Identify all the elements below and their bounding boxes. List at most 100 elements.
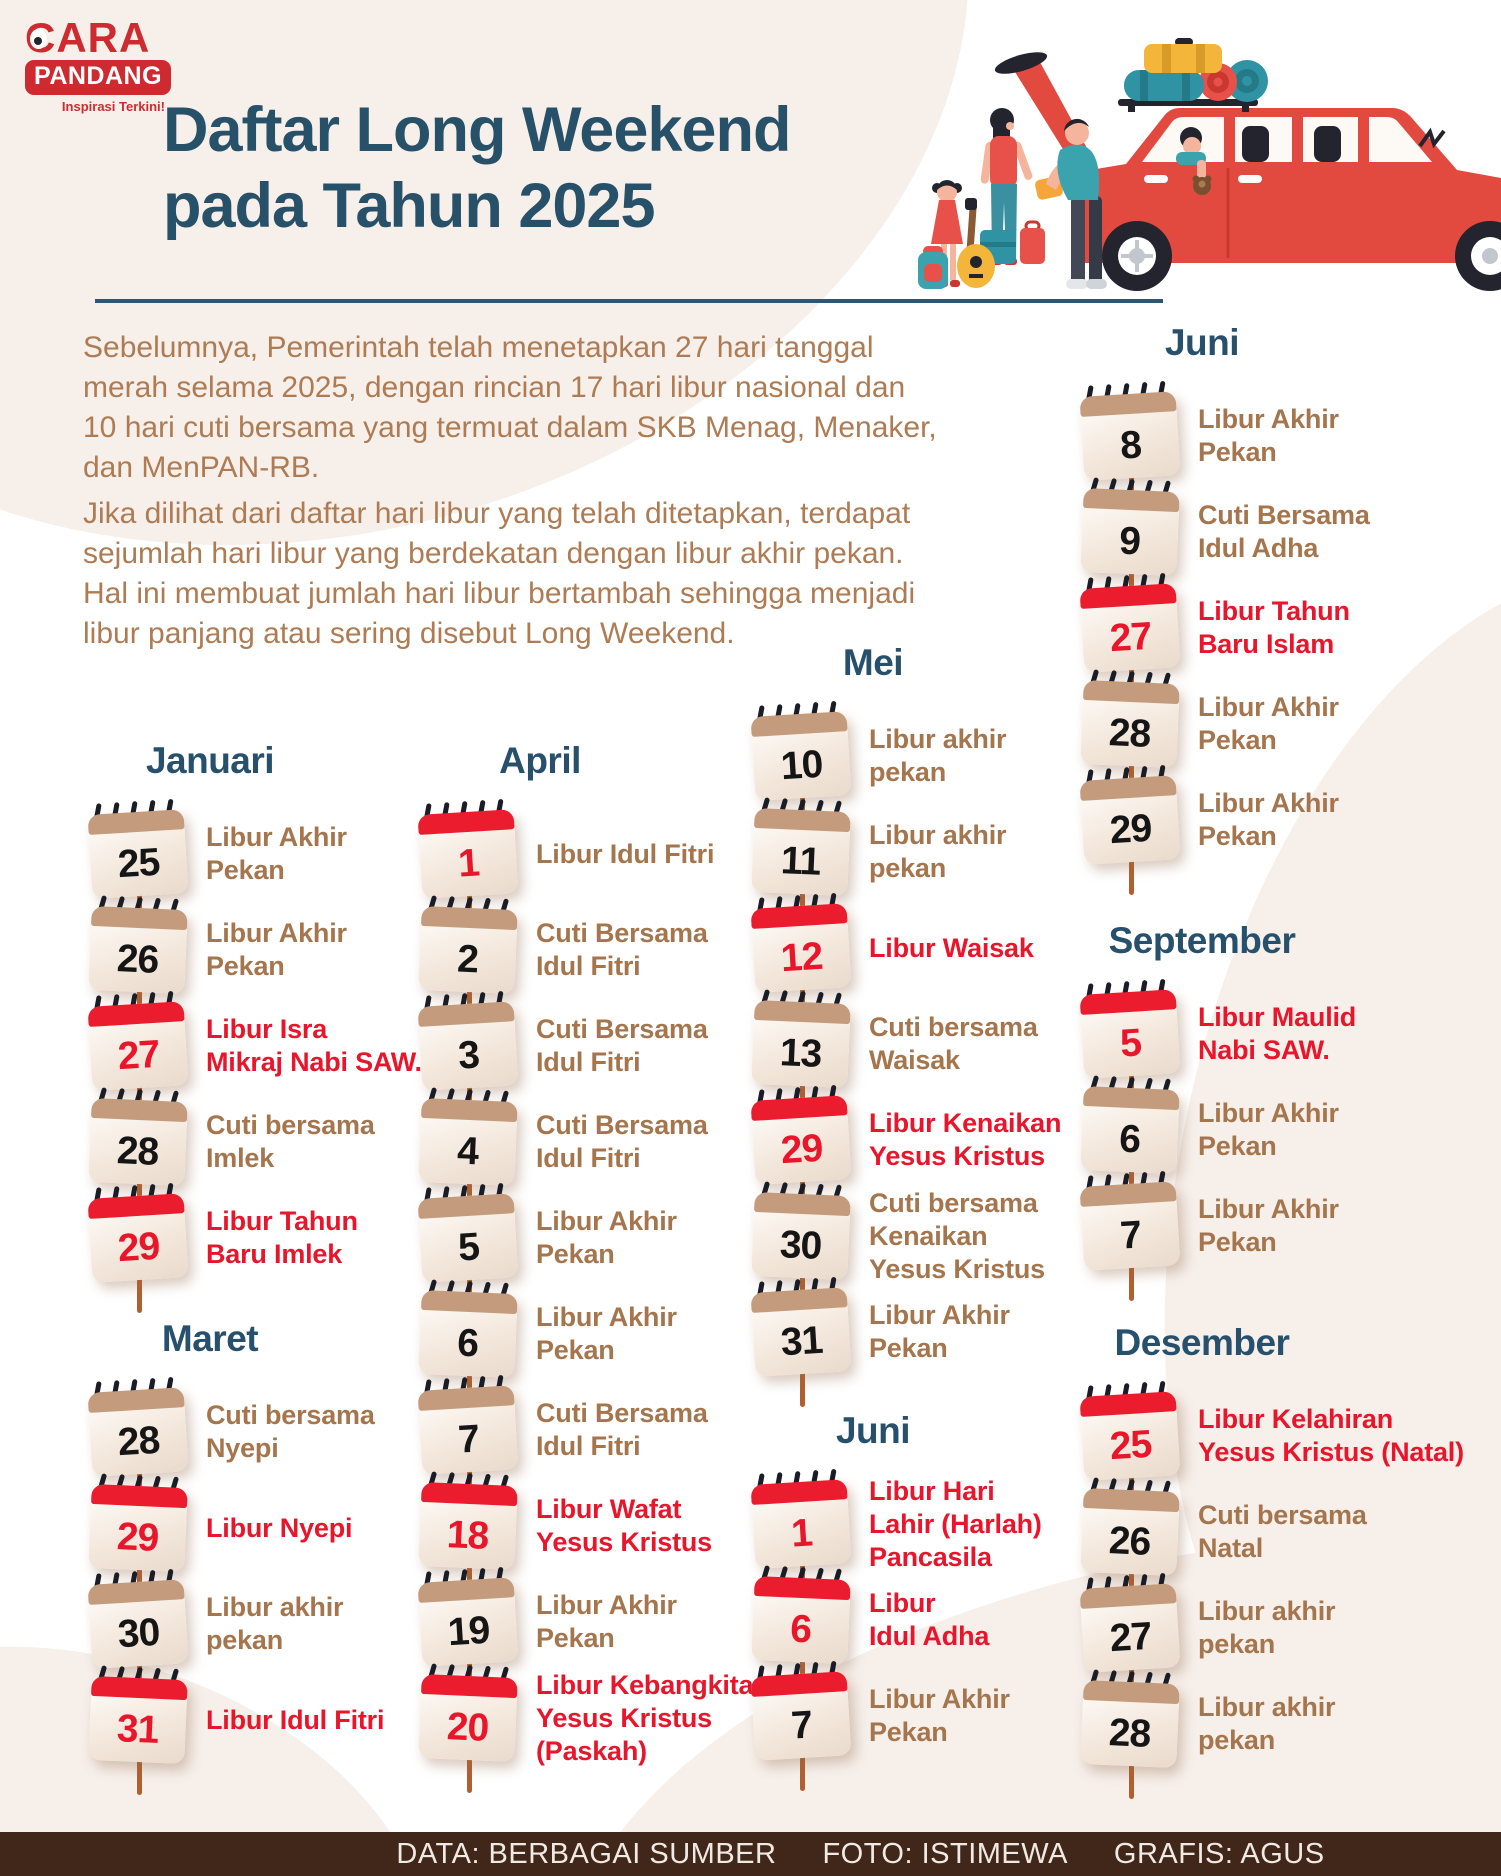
intro-text-line: Jika dilihat dari daftar hari libur yang… <box>83 497 911 530</box>
holiday-entry: 1 Libur Idul Fitri <box>417 798 714 899</box>
holiday-label: Libur Kelahiran Yesus Kristus (Natal) <box>1198 1394 1464 1478</box>
holiday-label-line: Libur Akhir <box>1198 788 1339 818</box>
calendar-icon: 6 <box>751 1565 851 1665</box>
holiday-entry: 19 Libur Akhir Pekan <box>417 1566 677 1667</box>
calendar-date: 28 <box>115 1129 160 1174</box>
holiday-label-line: Cuti Bersama <box>1198 500 1370 530</box>
calendar-icon: 29 <box>88 1473 188 1573</box>
holiday-entry: 13 Cuti bersama Waisak <box>751 989 1038 1089</box>
holiday-label-line: Libur akhir <box>869 724 1007 754</box>
front-wheel <box>1455 221 1501 291</box>
holiday-entry: 29 Libur Kenaikan Yesus Kristus <box>750 1084 1061 1185</box>
calendar-date: 2 <box>456 937 479 982</box>
holiday-entry: 25 Libur Kelahiran Yesus Kristus (Natal) <box>1079 1380 1464 1481</box>
calendar-date: 10 <box>779 742 824 789</box>
holiday-label: Libur Wafat Yesus Kristus <box>536 1484 712 1568</box>
holiday-label-line: Libur Kebangkitan <box>536 1669 770 1700</box>
holiday-label: Libur Hari Lahir (Harlah) Pancasila <box>869 1476 1042 1572</box>
holiday-label-line: Cuti bersama <box>206 1400 375 1430</box>
holiday-entry: 3 Cuti Bersama Idul Fitri <box>417 990 708 1091</box>
page-title-line1: Daftar Long Weekend <box>163 95 791 165</box>
calendar-icon: 6 <box>418 1279 518 1379</box>
calendar-date: 25 <box>1108 1422 1153 1469</box>
page-title-line2: pada Tahun 2025 <box>163 171 656 241</box>
holiday-label: Libur Akhir Pekan <box>869 1674 1010 1758</box>
intro-text-line: sejumlah hari libur yang berdekatan deng… <box>83 537 904 570</box>
holiday-label: Cuti bersama Waisak <box>869 1002 1038 1086</box>
holiday-label-line: Libur Akhir <box>536 1590 677 1620</box>
calendar-date: 6 <box>456 1321 479 1366</box>
holiday-label-line: Yesus Kristus (Natal) <box>1198 1437 1464 1467</box>
holiday-label-line: Cuti Bersama <box>536 1110 708 1140</box>
calendar-date: 5 <box>1118 1021 1143 1066</box>
calendar-date: 31 <box>779 1318 824 1365</box>
holiday-entry: 29 Libur Akhir Pekan <box>1079 764 1339 865</box>
calendar-icon: 28 <box>88 1087 188 1187</box>
holiday-label: Cuti bersama Imlek <box>206 1100 375 1184</box>
calendar-icon: 6 <box>1080 1075 1180 1175</box>
girl-figure <box>931 180 963 287</box>
holiday-entry: 7 Libur Akhir Pekan <box>1079 1170 1339 1271</box>
calendar-date: 1 <box>789 1511 814 1556</box>
calendar-icon: 29 <box>750 1084 852 1185</box>
holiday-label-line: Cuti bersama <box>869 1187 1038 1218</box>
calendar-date: 7 <box>789 1703 814 1748</box>
holiday-label-line: Nyepi <box>206 1433 279 1463</box>
calendar-icon: 4 <box>418 1087 518 1187</box>
calendar-date: 27 <box>116 1032 161 1079</box>
holiday-label-line: pekan <box>1198 1629 1276 1659</box>
holiday-label-line: Libur Waisak <box>869 932 1034 963</box>
intro-text-line: dan MenPAN-RB. <box>83 451 320 484</box>
calendar-icon: 9 <box>1080 477 1180 577</box>
holiday-label-line: Libur Idul Fitri <box>206 1704 385 1735</box>
calendar-icon: 27 <box>1079 1572 1181 1673</box>
calendar-icon: 18 <box>418 1471 518 1571</box>
holiday-label: Cuti bersama Nyepi <box>206 1390 375 1474</box>
holiday-label-line: Libur Kelahiran <box>1198 1404 1394 1434</box>
holiday-label-line: Libur Akhir <box>869 1300 1010 1330</box>
holiday-label: Libur Akhir Pekan <box>869 1290 1010 1374</box>
holiday-label-line: Pancasila <box>869 1541 992 1572</box>
holiday-label-line: Pekan <box>869 1717 948 1747</box>
holiday-label-line: Kenaikan <box>869 1220 988 1251</box>
calendar-icon: 5 <box>417 1182 519 1283</box>
holiday-label-line: Yesus Kristus <box>869 1253 1045 1284</box>
holiday-label-line: Idul Fitri <box>536 1047 641 1077</box>
holiday-label-line: Idul Fitri <box>536 951 641 981</box>
holiday-entry: 29 Libur Tahun Baru Imlek <box>87 1182 358 1283</box>
holiday-label-line: Libur Isra <box>206 1014 328 1044</box>
calendar-date: 3 <box>456 1033 481 1078</box>
calendar-icon: 11 <box>751 797 851 897</box>
holiday-label-line: Libur Akhir <box>869 1684 1010 1714</box>
calendar-date: 7 <box>456 1417 481 1462</box>
calendar-date: 29 <box>115 1515 160 1560</box>
calendar-icon: 27 <box>87 990 189 1091</box>
holiday-entry: 1 Libur Hari Lahir (Harlah) Pancasila <box>750 1468 1042 1572</box>
holiday-entry: 26 Libur Akhir Pekan <box>88 895 347 995</box>
logo-eye-icon <box>30 29 47 49</box>
holiday-label-line: Libur akhir <box>869 820 1007 850</box>
holiday-label-line: Pekan <box>1198 437 1277 467</box>
calendar-date: 6 <box>789 1607 812 1652</box>
calendar-date: 28 <box>1107 1711 1152 1756</box>
page-title: Daftar Long Weekend pada Tahun 2025 <box>163 92 791 244</box>
calendar-icon: 1 <box>750 1468 852 1569</box>
holiday-label-line: (Paskah) <box>536 1735 647 1766</box>
month-title: Desember <box>1114 1322 1290 1363</box>
month-title: September <box>1108 920 1296 961</box>
holiday-label-line: Pekan <box>536 1623 615 1653</box>
calendar-icon: 29 <box>87 1182 189 1283</box>
holiday-label: Libur akhir pekan <box>1198 1586 1336 1670</box>
holiday-label: Libur Idul Fitri <box>536 812 714 896</box>
calendar-date: 5 <box>456 1225 481 1270</box>
calendar-date: 25 <box>116 840 161 887</box>
holiday-label-line: Libur Akhir <box>1198 404 1339 434</box>
intro-text-line: merah selama 2025, dengan rincian 17 har… <box>83 371 906 404</box>
holiday-label: Libur akhir pekan <box>869 810 1007 894</box>
holiday-entry: 12 Libur Waisak <box>750 892 1034 993</box>
holiday-label: Cuti bersama Natal <box>1198 1490 1367 1574</box>
holiday-label-line: Cuti bersama <box>869 1012 1038 1042</box>
holiday-label: Libur Akhir Pekan <box>536 1292 677 1376</box>
holiday-entry: 31 Libur Akhir Pekan <box>750 1276 1010 1377</box>
roof-rack-luggage <box>1118 38 1268 112</box>
